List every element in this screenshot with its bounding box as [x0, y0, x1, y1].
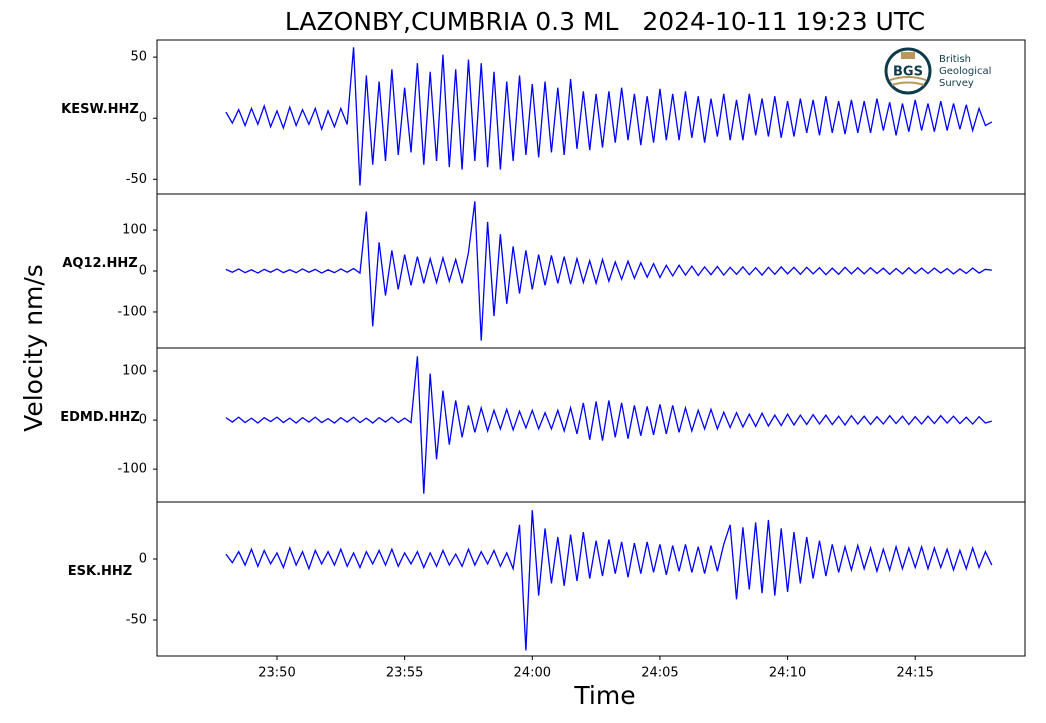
logo-text: Survey: [939, 78, 974, 89]
logo-initials: BGS: [893, 65, 923, 80]
x-tick-label: 23:55: [386, 666, 423, 681]
x-tick-label: 23:50: [258, 666, 295, 681]
panel-frame: [156, 501, 1026, 657]
logo-ring: [884, 47, 932, 95]
logo-text: British: [939, 54, 971, 65]
y-tick-label: 100: [122, 223, 147, 238]
y-axis-label: Velocity nm/s: [19, 264, 48, 432]
x-axis-label: Time: [573, 681, 635, 710]
trace: [225, 510, 993, 651]
logo: BGS British Geological Survey: [884, 47, 991, 95]
station-label: ESK.HHZ: [68, 564, 132, 579]
x-tick-label: 24:15: [896, 666, 933, 681]
y-tick-label: 0: [139, 264, 147, 279]
y-tick-label: -50: [126, 172, 147, 187]
panel-frame: [156, 347, 1026, 503]
station-label: AQ12.HHZ: [62, 256, 137, 271]
y-tick-label: 0: [139, 111, 147, 126]
logo-waves: [889, 76, 927, 86]
logo-crown: [901, 52, 915, 59]
y-tick-label: -50: [126, 613, 147, 628]
trace: [225, 47, 993, 186]
y-tick-label: 0: [139, 413, 147, 428]
y-tick-label: -100: [117, 304, 147, 319]
logo-text: Geological: [939, 66, 991, 77]
chart-title: LAZONBY,CUMBRIA 0.3 ML 2024-10-11 19:23 …: [285, 7, 925, 36]
x-tick-label: 24:05: [641, 666, 678, 681]
station-label: EDMD.HHZ: [60, 410, 140, 425]
y-tick-label: 0: [139, 551, 147, 566]
y-tick-label: -100: [117, 462, 147, 477]
station-label: KESW.HHZ: [61, 102, 139, 117]
trace: [225, 356, 993, 494]
x-tick-label: 24:10: [769, 666, 806, 681]
trace: [225, 201, 992, 341]
y-tick-label: 100: [122, 364, 147, 379]
y-tick-label: 50: [130, 50, 147, 65]
x-tick-label: 24:00: [514, 666, 551, 681]
